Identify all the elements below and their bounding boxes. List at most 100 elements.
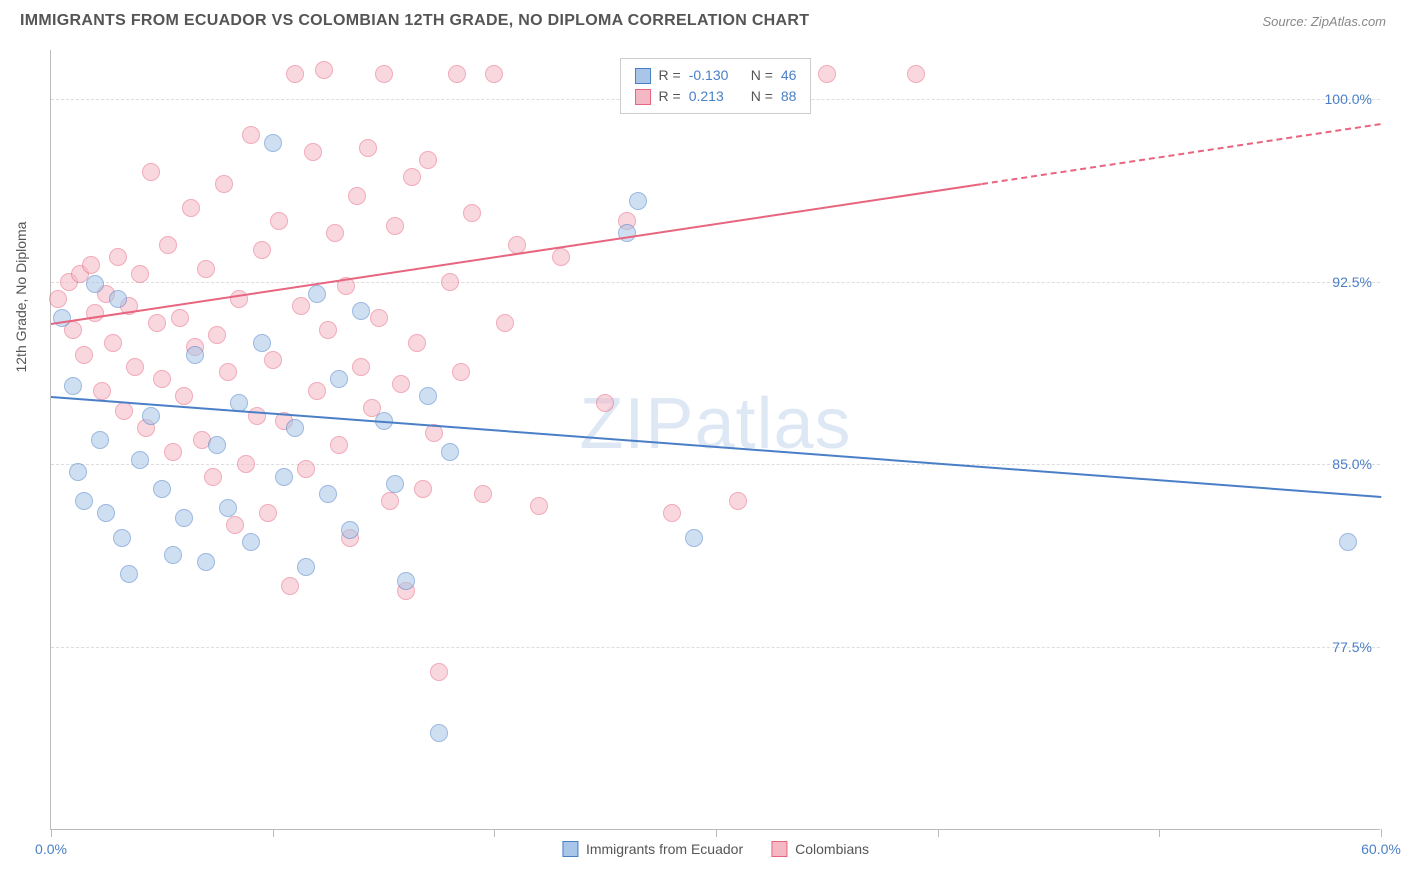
data-point [818, 65, 836, 83]
data-point [685, 529, 703, 547]
data-point [319, 485, 337, 503]
data-point [53, 309, 71, 327]
x-tick-mark [51, 829, 52, 837]
data-point [414, 480, 432, 498]
data-point [49, 290, 67, 308]
data-point [308, 382, 326, 400]
trend-line-extrapolated [982, 123, 1381, 185]
data-point [297, 460, 315, 478]
data-point [408, 334, 426, 352]
data-point [93, 382, 111, 400]
data-point [275, 468, 293, 486]
data-point [729, 492, 747, 510]
data-point [113, 529, 131, 547]
chart-source: Source: ZipAtlas.com [1262, 14, 1386, 29]
x-tick-mark [938, 829, 939, 837]
data-point [1339, 533, 1357, 551]
data-point [264, 134, 282, 152]
data-point [175, 387, 193, 405]
data-point [126, 358, 144, 376]
data-point [197, 553, 215, 571]
data-point [596, 394, 614, 412]
data-point [204, 468, 222, 486]
data-point [164, 546, 182, 564]
data-point [171, 309, 189, 327]
data-point [397, 572, 415, 590]
data-point [297, 558, 315, 576]
x-tick-label: 0.0% [35, 841, 67, 857]
trend-line [51, 396, 1381, 498]
data-point [148, 314, 166, 332]
y-tick-label: 77.5% [1332, 639, 1372, 655]
data-point [104, 334, 122, 352]
data-point [64, 377, 82, 395]
data-point [182, 199, 200, 217]
r-label: R = [659, 65, 681, 86]
legend-row: R =-0.130N =46 [635, 65, 797, 86]
data-point [629, 192, 647, 210]
grid-line [51, 282, 1380, 283]
legend-label: Colombians [795, 841, 869, 857]
data-point [82, 256, 100, 274]
data-point [286, 419, 304, 437]
data-point [226, 516, 244, 534]
legend-item: Colombians [771, 841, 869, 857]
data-point [419, 151, 437, 169]
legend-row: R = 0.213N =88 [635, 86, 797, 107]
data-point [463, 204, 481, 222]
n-value: 88 [781, 86, 797, 107]
data-point [474, 485, 492, 503]
data-point [208, 326, 226, 344]
n-value: 46 [781, 65, 797, 86]
data-point [330, 436, 348, 454]
data-point [315, 61, 333, 79]
x-tick-mark [1381, 829, 1382, 837]
data-point [131, 451, 149, 469]
data-point [75, 492, 93, 510]
data-point [348, 187, 366, 205]
data-point [286, 65, 304, 83]
y-tick-label: 92.5% [1332, 274, 1372, 290]
x-tick-label: 60.0% [1361, 841, 1401, 857]
legend-swatch [635, 89, 651, 105]
data-point [907, 65, 925, 83]
grid-line [51, 647, 1380, 648]
legend-swatch [562, 841, 578, 857]
r-label: R = [659, 86, 681, 107]
data-point [326, 224, 344, 242]
data-point [253, 241, 271, 259]
data-point [242, 126, 260, 144]
r-value: 0.213 [689, 86, 743, 107]
data-point [530, 497, 548, 515]
data-point [264, 351, 282, 369]
chart-header: IMMIGRANTS FROM ECUADOR VS COLOMBIAN 12T… [0, 0, 1406, 38]
scatter-chart: 12th Grade, No Diploma ZIPatlas 77.5%85.… [50, 50, 1380, 830]
legend-swatch [771, 841, 787, 857]
x-tick-mark [716, 829, 717, 837]
data-point [109, 290, 127, 308]
data-point [253, 334, 271, 352]
data-point [441, 443, 459, 461]
legend-swatch [635, 68, 651, 84]
data-point [496, 314, 514, 332]
data-point [91, 431, 109, 449]
data-point [97, 504, 115, 522]
n-label: N = [751, 65, 773, 86]
y-axis-label: 12th Grade, No Diploma [13, 221, 29, 372]
x-tick-mark [1159, 829, 1160, 837]
y-tick-label: 100.0% [1325, 91, 1372, 107]
data-point [441, 273, 459, 291]
data-point [319, 321, 337, 339]
chart-title: IMMIGRANTS FROM ECUADOR VS COLOMBIAN 12T… [20, 12, 809, 30]
x-tick-mark [494, 829, 495, 837]
data-point [186, 346, 204, 364]
data-point [164, 443, 182, 461]
data-point [248, 407, 266, 425]
data-point [403, 168, 421, 186]
data-point [375, 65, 393, 83]
data-point [386, 217, 404, 235]
data-point [237, 455, 255, 473]
data-point [386, 475, 404, 493]
data-point [341, 521, 359, 539]
data-point [86, 304, 104, 322]
